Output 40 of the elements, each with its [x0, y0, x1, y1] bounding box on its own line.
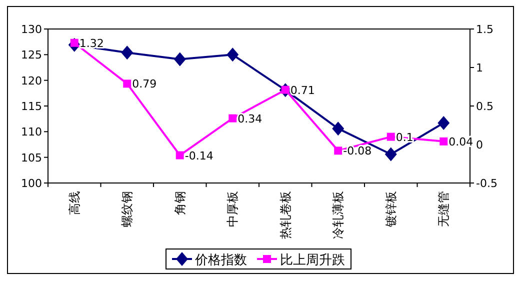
legend-label: 比上周升跌	[280, 253, 345, 268]
data-label: -0.08	[343, 144, 372, 158]
point	[384, 147, 397, 162]
x-tick-label: 中厚板	[226, 191, 240, 227]
x-tick-label: 角钢	[172, 191, 187, 215]
y-tick-label: 115	[21, 100, 42, 113]
data-label: 0.71	[290, 84, 315, 97]
y2-tick-label: 1	[476, 62, 483, 74]
point	[176, 151, 184, 160]
y-tick-label: 125	[21, 48, 42, 62]
data-label: -0.14	[184, 149, 214, 162]
data-label: 0.79	[132, 78, 157, 91]
point	[228, 114, 237, 122]
y-tick-label: 105	[21, 151, 42, 164]
data-label: 0.34	[238, 112, 262, 126]
y-tick-label: 100	[21, 177, 42, 190]
point	[386, 132, 395, 141]
point	[121, 46, 134, 60]
point	[438, 116, 450, 130]
x-tick-label: 热轧卷板	[278, 191, 292, 239]
point	[174, 52, 186, 66]
y-tick-label: 130	[21, 23, 42, 36]
x-tick-label: 螺纹钢	[120, 191, 134, 227]
point	[332, 122, 344, 136]
y-tick-label: 110	[21, 126, 42, 139]
point	[226, 48, 239, 62]
point	[440, 137, 448, 146]
legend-label: 价格指数	[194, 253, 247, 268]
y-tick-label: 120	[21, 74, 42, 88]
point	[334, 146, 342, 155]
y2-tick-label: 0	[476, 138, 483, 152]
x-tick-label: 无缝管	[436, 191, 451, 227]
x-tick-label: 冷轧薄板	[331, 191, 346, 239]
point	[123, 80, 132, 88]
x-tick-label: 镀锌板	[384, 191, 398, 228]
x-tick-label: 高线	[67, 191, 82, 215]
data-label: 1.32	[79, 36, 104, 50]
y2-tick-label: -0.5	[476, 177, 498, 190]
y2-tick-label: 1.5	[476, 23, 494, 36]
y2-tick-label: 0.5	[476, 100, 494, 113]
